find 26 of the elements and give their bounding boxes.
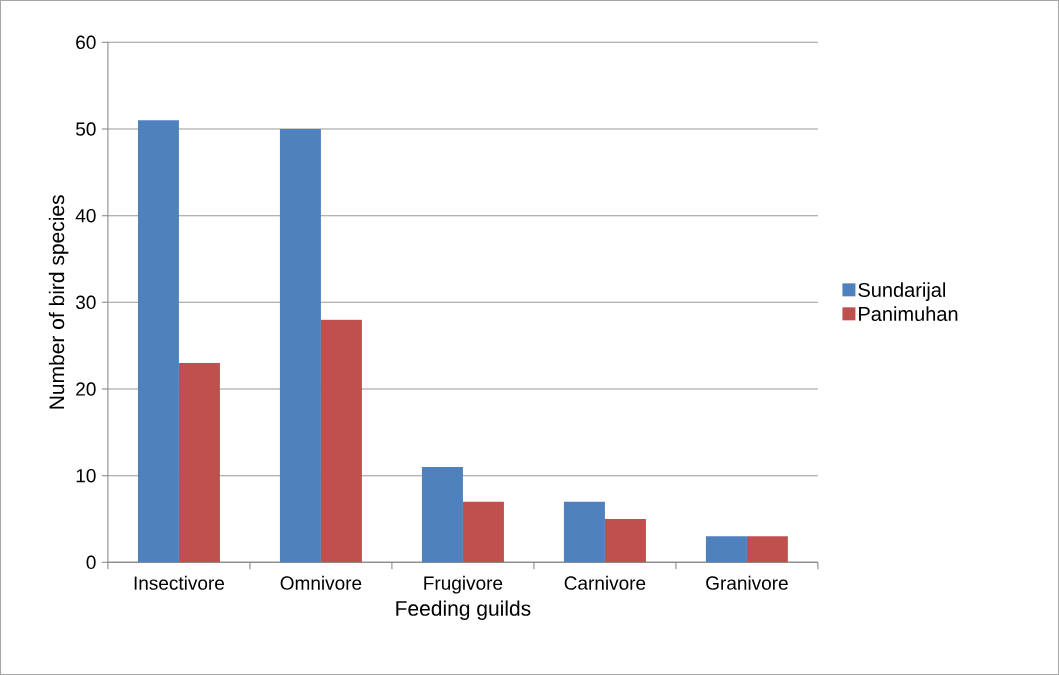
y-tick-label: 10 bbox=[76, 468, 96, 483]
y-tick-label: 40 bbox=[75, 208, 96, 223]
y-tick-label: 20 bbox=[76, 382, 96, 396]
x-tick-label: Insectivore bbox=[134, 575, 225, 590]
x-axis-title: Feeding guilds bbox=[396, 600, 531, 621]
y-tick-label: 0 bbox=[86, 555, 96, 570]
bar bbox=[705, 536, 747, 563]
y-axis-title: Number of bird species bbox=[48, 195, 69, 409]
bar bbox=[462, 501, 504, 563]
bar bbox=[563, 501, 605, 563]
x-tick-label: Omnivore bbox=[280, 575, 362, 590]
x-tick-label: Carnivore bbox=[564, 575, 646, 590]
y-tick-label: 50 bbox=[76, 122, 96, 136]
x-tick-label: Granivore bbox=[706, 575, 788, 590]
legend-label: Sundarijal bbox=[858, 282, 946, 301]
bar bbox=[320, 319, 362, 563]
bar bbox=[421, 467, 463, 563]
bar bbox=[604, 519, 646, 563]
y-tick-label: 60 bbox=[76, 35, 96, 50]
x-tick-label: Frugivore bbox=[424, 575, 503, 594]
y-tick-label: 30 bbox=[75, 295, 96, 310]
legend-label: Panimuhan bbox=[859, 306, 958, 322]
bar bbox=[137, 120, 179, 563]
bar bbox=[178, 363, 220, 563]
bar bbox=[279, 129, 321, 563]
bar bbox=[746, 536, 788, 563]
